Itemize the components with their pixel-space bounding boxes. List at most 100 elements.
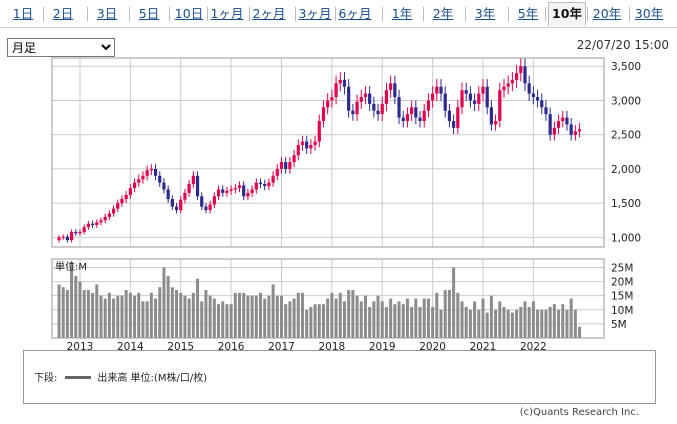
tab-separator <box>382 7 383 21</box>
tab-6[interactable]: 2ヶ月 <box>252 6 286 21</box>
tab-separator <box>465 7 466 21</box>
volume-bar <box>187 298 191 338</box>
volume-bar <box>447 290 451 338</box>
candle-body <box>246 192 250 197</box>
volume-bar <box>422 298 426 338</box>
tab-9[interactable]: 1年 <box>391 6 413 21</box>
volume-bar <box>70 261 74 338</box>
candle-body <box>334 83 338 98</box>
candle-body <box>410 107 414 115</box>
candle-body <box>158 175 162 183</box>
tab-12[interactable]: 5年 <box>517 6 539 21</box>
volume-bar <box>300 292 304 338</box>
candle-body <box>464 90 468 94</box>
volume-bar <box>384 306 388 338</box>
candle-body <box>456 107 460 128</box>
candle-body <box>187 184 191 193</box>
candle-body <box>86 223 90 228</box>
volume-bar <box>510 312 514 338</box>
volume-bar <box>443 290 447 338</box>
candle-body <box>321 107 326 121</box>
candle-body <box>535 97 540 101</box>
candle-body <box>389 83 393 91</box>
candle-body <box>65 236 69 241</box>
tab-7[interactable]: 3ヶ月 <box>298 6 332 21</box>
volume-bar <box>477 309 481 338</box>
tab-2[interactable]: 3日 <box>96 6 118 21</box>
candle-body <box>200 196 204 207</box>
volume-bar <box>456 292 460 338</box>
tab-separator <box>335 7 336 21</box>
volume-bar <box>267 295 271 338</box>
tab-separator <box>169 7 170 21</box>
candle-body <box>443 93 447 111</box>
volume-bar <box>107 292 111 338</box>
candle-body <box>99 220 103 223</box>
candle-body <box>250 189 254 193</box>
tab-separator <box>587 7 588 21</box>
volume-bar <box>162 267 166 338</box>
tab-3[interactable]: 5日 <box>138 6 160 21</box>
candle-body <box>552 127 556 135</box>
tab-10[interactable]: 2年 <box>432 6 454 21</box>
candle-body <box>502 86 506 91</box>
tab-separator <box>629 7 630 21</box>
candle-body <box>288 162 292 169</box>
volume-bar <box>91 292 95 338</box>
volume-bar <box>112 298 116 338</box>
tab-15[interactable]: 30年 <box>634 6 664 21</box>
volume-bar <box>124 290 128 338</box>
volume-bar <box>275 295 279 338</box>
candle-body <box>540 100 544 108</box>
candle-body <box>313 141 317 145</box>
tab-separator <box>545 7 546 21</box>
candle-body <box>132 182 137 189</box>
chart-period-select[interactable]: 月足 <box>7 38 115 57</box>
volume-bar <box>296 292 300 338</box>
tab-14[interactable]: 20年 <box>592 6 622 21</box>
tab-5[interactable]: 1ヶ月 <box>210 6 244 21</box>
candle-body <box>422 110 426 121</box>
volume-bar <box>99 295 103 338</box>
volume-bar <box>372 301 376 338</box>
volume-bar <box>498 301 502 338</box>
tab-0[interactable]: 1日 <box>12 6 34 21</box>
candle-body <box>435 86 439 94</box>
period-tab-bar: 1日 2日 3日 5日 10日 1ヶ月 2ヶ月 3ヶ月 6ヶ月 1年 2年 3年 5年 10年 20年 30年 <box>0 0 677 28</box>
tab-separator <box>423 7 424 21</box>
volume-bar <box>154 298 158 338</box>
copyright: (c)Quants Research Inc. <box>519 407 639 418</box>
tab-13[interactable]: 10年 <box>548 2 586 26</box>
volume-bar <box>204 290 208 338</box>
volume-bar <box>116 295 120 338</box>
candle-body <box>489 107 493 125</box>
volume-bar <box>128 292 132 338</box>
volume-bar <box>250 295 254 338</box>
volume-bar <box>540 309 544 338</box>
volume-bar <box>229 304 233 338</box>
candle-body <box>116 203 120 209</box>
candle-body <box>195 175 200 197</box>
candle-body <box>233 188 237 190</box>
tab-4[interactable]: 10日 <box>174 6 204 21</box>
candle-body <box>191 175 195 184</box>
candle-body <box>292 155 296 163</box>
volume-bar <box>158 287 162 338</box>
candle-body <box>258 182 263 184</box>
volume-bar <box>78 281 82 338</box>
volume-bar <box>414 298 418 338</box>
tab-11[interactable]: 3年 <box>474 6 496 21</box>
volume-bar <box>86 290 90 338</box>
candle-body <box>363 93 368 98</box>
volume-bar <box>292 298 296 338</box>
candle-body <box>405 114 410 121</box>
volume-tick-label: 5M <box>611 319 627 331</box>
tab-1[interactable]: 2日 <box>52 6 74 21</box>
volume-tick-label: 20M <box>611 277 633 289</box>
volume-bar <box>531 301 535 338</box>
candle-body <box>351 110 355 115</box>
candle-body <box>426 100 431 111</box>
volume-bar <box>565 309 569 338</box>
tab-8[interactable]: 6ヶ月 <box>338 6 372 21</box>
